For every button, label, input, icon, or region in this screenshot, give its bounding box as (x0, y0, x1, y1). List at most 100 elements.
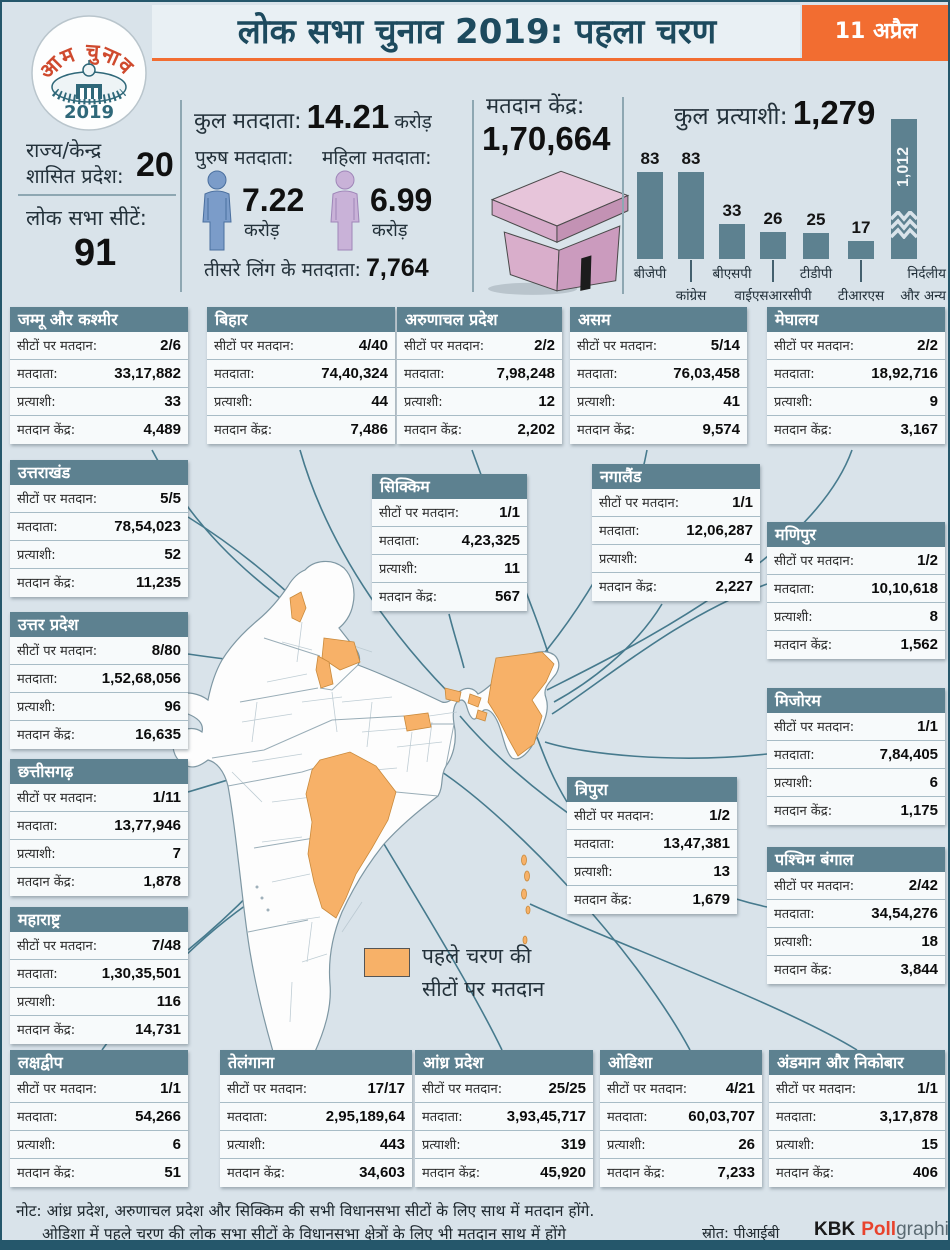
booths-total-value: 1,70,664 (482, 120, 611, 157)
stat-label: मतदान केंद्र: (17, 875, 76, 890)
stat-label: सीटों पर मतदान: (17, 339, 98, 354)
state-stat-row: मतदान केंद्र: 406 (769, 1159, 945, 1187)
divider (180, 100, 182, 292)
bar-label-3: वाईएसआरसीपी (734, 288, 812, 304)
state-stat-row: मतदाता: 13,47,381 (567, 830, 737, 858)
state-box: मिजोरम सीटों पर मतदान: 1/1 मतदाता: 7,84,405 प… (767, 688, 945, 825)
state-stat-row: सीटों पर मतदान: 1/1 (592, 489, 760, 517)
stat-value: 14,731 (135, 1021, 181, 1038)
bar-label-0: बीजेपी (633, 266, 667, 282)
state-name: छत्तीसगढ़ (10, 759, 188, 784)
state-stat-row: सीटों पर मतदान: 25/25 (415, 1075, 593, 1103)
stat-value: 15 (921, 1136, 938, 1153)
state-box: तेलंगाना सीटों पर मतदान: 17/17 मतदाता: 2,95,… (220, 1050, 412, 1187)
state-stat-row: प्रत्याशी: 12 (397, 388, 562, 416)
stat-label: प्रत्याशी: (17, 995, 56, 1010)
stat-label: प्रत्याशी: (422, 1138, 461, 1153)
state-stat-row: सीटों पर मतदान: 17/17 (220, 1075, 412, 1103)
stat-label: सीटों पर मतदान: (17, 644, 98, 659)
bar-5 (848, 241, 874, 259)
stat-value: 1/1 (917, 1080, 938, 1097)
state-stat-row: सीटों पर मतदान: 2/2 (767, 332, 945, 360)
stat-label: मतदाता: (17, 367, 58, 382)
stat-label: मतदान केंद्र: (17, 423, 76, 438)
chart-title: कुल प्रत्याशी: 1,279 (674, 94, 875, 132)
stat-label: प्रत्याशी: (379, 562, 418, 577)
phase1-highlight-regions (289, 591, 555, 945)
stat-value: 9 (929, 393, 938, 410)
bar-break-zigzag (891, 211, 917, 239)
state-stat-row: सीटों पर मतदान: 2/2 (397, 332, 562, 360)
stat-value: 11 (504, 560, 520, 577)
stat-value: 116 (156, 993, 181, 1010)
state-stat-row: मतदाता: 12,06,287 (592, 517, 760, 545)
state-stat-row: मतदान केंद्र: 4,489 (10, 416, 188, 444)
stat-value: 6 (172, 1136, 181, 1153)
brand-graphics: graphics (896, 1219, 949, 1240)
stat-value: 4,23,325 (461, 532, 520, 549)
male-voters-value: 7.22 (242, 182, 305, 218)
female-voters-unit: करोड़ (372, 220, 408, 241)
stat-label: सीटों पर मतदान: (776, 1082, 857, 1097)
total-voters-unit: करोड़ (394, 111, 432, 133)
stat-label: मतदाता: (577, 367, 618, 382)
stat-label: सीटों पर मतदान: (774, 879, 855, 894)
stat-label: मतदान केंद्र: (17, 1023, 76, 1038)
stat-value: 12 (538, 393, 555, 410)
stat-value: 1,878 (143, 873, 181, 890)
state-name: उत्तर प्रदेश (10, 612, 188, 637)
stat-label: मतदान केंद्र: (214, 423, 273, 438)
stat-value: 2/6 (160, 337, 181, 354)
stat-value: 13 (713, 863, 730, 880)
bar-label-4: टीडीपी (799, 266, 833, 282)
state-stat-row: मतदाता: 60,03,707 (600, 1103, 762, 1131)
bar-label-5: टीआरएस (837, 288, 885, 304)
bar-value-5: 17 (851, 218, 871, 237)
state-name: त्रिपुरा (567, 777, 737, 802)
states-count-label-line2: शासित प्रदेश: (26, 164, 124, 188)
stat-value: 96 (164, 698, 181, 715)
footer-note-1: नोट: आंध्र प्रदेश, अरुणाचल प्रदेश और सिक… (16, 1202, 595, 1220)
state-stat-row: प्रत्याशी: 96 (10, 693, 188, 721)
state-stat-row: मतदान केंद्र: 567 (372, 583, 527, 611)
stat-label: मतदाता: (774, 907, 815, 922)
male-figure-icon (202, 170, 232, 251)
state-stat-row: मतदाता: 76,03,458 (570, 360, 747, 388)
stat-label: प्रत्याशी: (774, 935, 813, 950)
stat-label: प्रत्याशी: (227, 1138, 266, 1153)
state-stat-row: सीटों पर मतदान: 1/11 (10, 784, 188, 812)
stat-label: मतदाता: (17, 672, 58, 687)
stat-label: मतदाता: (574, 837, 615, 852)
state-name: मिजोरम (767, 688, 945, 713)
stat-label: सीटों पर मतदान: (379, 506, 460, 521)
stat-value: 406 (912, 1164, 938, 1181)
bar-4 (803, 233, 829, 259)
state-name: उत्तराखंड (10, 460, 188, 485)
stat-label: सीटों पर मतदान: (17, 791, 98, 806)
total-voters-value: 14.21 (306, 98, 390, 135)
stat-value: 2,227 (715, 578, 753, 595)
stat-value: 60,03,707 (688, 1108, 755, 1125)
stat-label: मतदाता: (379, 534, 420, 549)
state-stat-row: प्रत्याशी: 15 (769, 1131, 945, 1159)
stat-label: प्रत्याशी: (774, 395, 813, 410)
stat-value: 1,52,68,056 (101, 670, 181, 687)
stat-label: प्रत्याशी: (577, 395, 616, 410)
state-stat-row: सीटों पर मतदान: 1/1 (769, 1075, 945, 1103)
stat-value: 3,17,878 (879, 1108, 938, 1125)
state-name: तेलंगाना (220, 1050, 412, 1075)
state-box: अंडमान और निकोबार सीटों पर मतदान: 1/1 मतदात… (769, 1050, 945, 1187)
state-stat-row: सीटों पर मतदान: 8/80 (10, 637, 188, 665)
stat-value: 7,98,248 (496, 365, 555, 382)
stat-value: 34,603 (359, 1164, 405, 1181)
state-box: असम सीटों पर मतदान: 5/14 मतदाता: 76,03,458 प्… (570, 307, 747, 444)
stat-label: प्रत्याशी: (17, 1138, 56, 1153)
state-stat-row: मतदान केंद्र: 2,227 (592, 573, 760, 601)
state-stat-row: मतदान केंद्र: 51 (10, 1159, 188, 1187)
bar-value-1: 83 (681, 149, 701, 168)
bar-label-tick (860, 260, 862, 282)
stat-label: मतदाता: (227, 1110, 268, 1125)
state-stat-row: प्रत्याशी: 6 (10, 1131, 188, 1159)
